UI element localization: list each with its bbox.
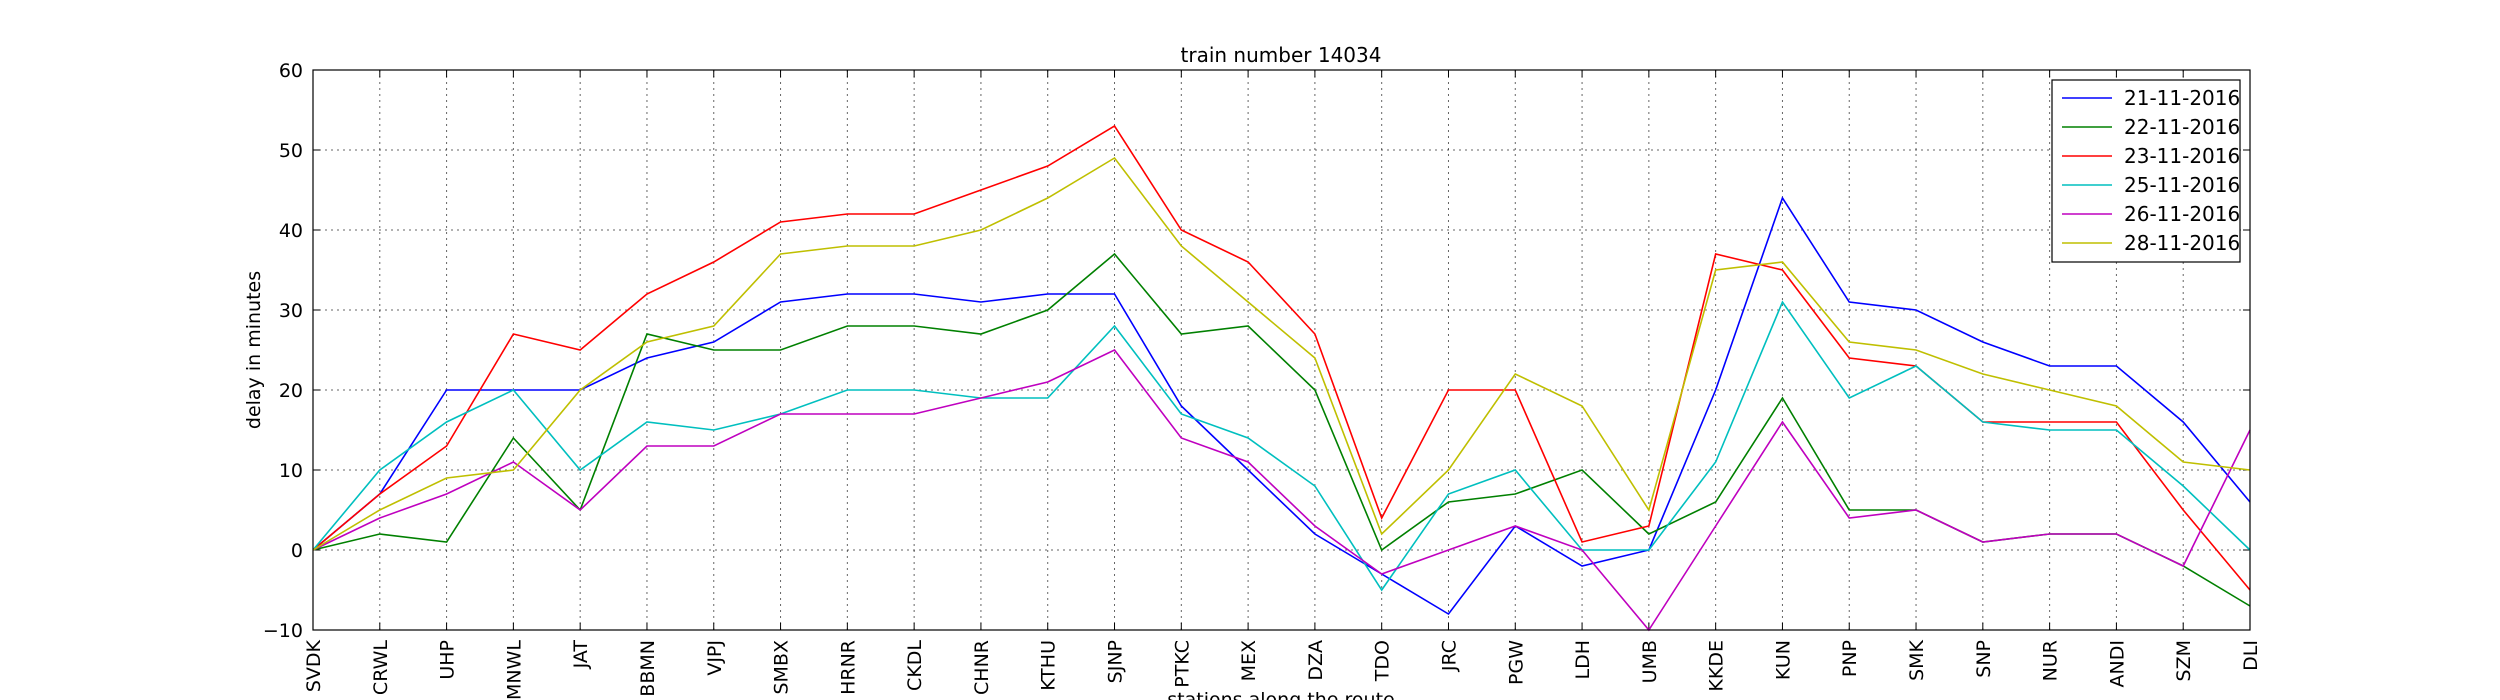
- legend-label: 21-11-2016: [2124, 86, 2240, 110]
- x-axis-label: stations along the route: [1167, 689, 1394, 700]
- x-tick-label: CKDL: [904, 640, 926, 691]
- x-tick-label: ANDI: [2106, 640, 2128, 687]
- y-tick-label: 60: [279, 60, 303, 82]
- x-tick-label: TDO: [1372, 640, 1394, 682]
- x-tick-label: CRWL: [370, 640, 392, 695]
- x-tick-label: SZM: [2173, 640, 2195, 681]
- x-tick-label: MEX: [1238, 640, 1260, 681]
- x-tick-label: SMK: [1906, 639, 1928, 680]
- y-tick-label: 10: [279, 460, 303, 482]
- x-tick-label: JRC: [1438, 640, 1460, 672]
- x-tick-label: DLI: [2240, 640, 2262, 671]
- y-tick-label: 30: [279, 300, 303, 322]
- x-tick-label: KUN: [1772, 640, 1794, 680]
- x-tick-label: KTHU: [1038, 640, 1060, 691]
- x-tick-label: HRNR: [837, 640, 859, 695]
- x-tick-label: CHNR: [971, 640, 993, 695]
- x-tick-label: JAT: [570, 640, 592, 670]
- legend-label: 26-11-2016: [2124, 202, 2240, 226]
- x-tick-label: NUR: [2040, 640, 2062, 681]
- x-tick-label: SJNP: [1105, 640, 1127, 683]
- plot-frame: [312, 69, 2251, 631]
- y-tick-label: 20: [279, 380, 303, 402]
- series-line: [312, 156, 2251, 551]
- x-tick-label: LDH: [1572, 640, 1594, 680]
- x-tick-label: SVDK: [303, 639, 325, 692]
- x-tick-label: VJPJ: [704, 640, 726, 676]
- x-tick-label: MNWL: [503, 640, 525, 700]
- legend-label: 22-11-2016: [2124, 115, 2240, 139]
- x-tick-label: KKDE: [1706, 640, 1728, 692]
- x-tick-label: UHP: [437, 640, 459, 680]
- chart-title: train number 14034: [1181, 43, 1382, 67]
- legend-label: 23-11-2016: [2124, 144, 2240, 168]
- x-tick-label: UMB: [1639, 640, 1661, 683]
- y-tick-label: 50: [279, 140, 303, 162]
- y-tick-label: 0: [291, 540, 303, 562]
- x-tick-label: BBMN: [637, 640, 659, 697]
- y-tick-label: 40: [279, 220, 303, 242]
- series-line: [312, 348, 2251, 632]
- x-tick-label: SNP: [1973, 640, 1995, 678]
- y-axis-label: delay in minutes: [243, 271, 265, 429]
- x-tick-label: SMBX: [771, 640, 793, 695]
- x-tick-label: PTKC: [1171, 640, 1193, 688]
- legend-box: [2051, 79, 2241, 263]
- legend-label: 28-11-2016: [2124, 231, 2240, 255]
- y-tick-label: −10: [263, 620, 303, 642]
- legend-label: 25-11-2016: [2124, 173, 2240, 197]
- series-line: [312, 300, 2251, 592]
- x-tick-label: PNP: [1839, 640, 1861, 677]
- x-tick-label: PGW: [1505, 640, 1527, 685]
- x-tick-label: DZA: [1305, 640, 1327, 681]
